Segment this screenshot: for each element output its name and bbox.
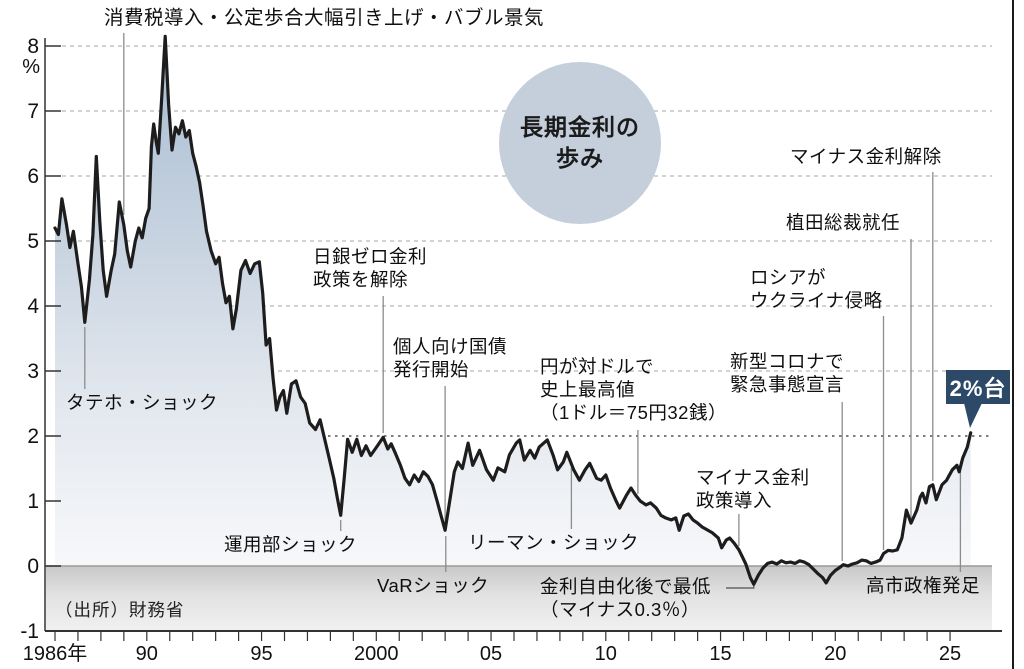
y-axis-label: 0: [27, 555, 39, 578]
y-axis-label: 6: [27, 165, 39, 188]
x-axis-label: 25: [939, 643, 961, 665]
chart-title-circle: 長期金利の 歩み: [499, 62, 661, 224]
annotation-tateho: タテホ・ショック: [66, 392, 219, 413]
annotation-russia-ukraine: ロシアが ウクライナ侵略: [750, 267, 883, 311]
y-axis-label: 3: [27, 360, 39, 383]
y-axis-label: 2: [27, 425, 39, 448]
annotation-unyobu: 運用部ショック: [224, 534, 358, 555]
annotation-ueda-governor: 植田総裁就任: [786, 212, 901, 233]
annotation-consumption-tax-note: 消費税導入・公定歩合大幅引き上げ・バブル景気: [104, 7, 545, 29]
x-axis-label: 20: [824, 643, 846, 665]
x-axis-label: 10: [595, 643, 617, 665]
annotation-takaichi-cabinet: 高市政権発足: [866, 575, 981, 596]
annotation-leader-lowest-after-liberalization: [726, 585, 755, 589]
annotation-covid-emergency: 新型コロナで 緊急事態宣言: [730, 351, 845, 395]
x-axis-label: 15: [709, 643, 731, 665]
y-axis-label: 4: [27, 295, 39, 318]
annotation-negative-rate-intro: マイナス金利 政策導入: [696, 467, 810, 511]
y-axis-label: 5: [27, 230, 39, 253]
annotation-lowest-after-liberalization: 金利自由化後で最低 （マイナス0.3％）: [540, 576, 712, 620]
x-axis-label: 1986年: [23, 642, 88, 665]
y-axis-label: 1: [27, 490, 39, 513]
x-axis-label: 90: [136, 643, 158, 665]
y-axis-label: -1: [20, 620, 39, 643]
y-axis-unit-label: %: [22, 56, 40, 78]
current-rate-badge: 2%台: [946, 370, 1010, 428]
x-axis-label: 95: [250, 643, 272, 665]
rate-area: [55, 36, 971, 567]
annotation-lehman: リーマン・ショック: [468, 532, 640, 553]
page-edge-line: [1012, 0, 1014, 669]
annotation-retail-jgb: 個人向け国債 発行開始: [393, 336, 508, 380]
annotation-boj-zero-rate-exit: 日銀ゼロ金利 政策を解除: [313, 246, 428, 290]
annotation-yen-record-high: 円が対ドルで 史上最高値 （1ドル＝75円32銭）: [540, 356, 727, 423]
x-axis-label: 2000: [354, 643, 399, 665]
x-axis-label: 05: [480, 643, 502, 665]
y-axis-label: 7: [27, 100, 39, 123]
annotation-negative-rate-exit: マイナス金利解除: [790, 146, 942, 167]
source-note: （出所）財務省: [55, 600, 185, 620]
below-zero-band: [46, 566, 992, 631]
annotation-var-shock: VaRショック: [377, 575, 490, 596]
y-axis-label: 8: [27, 35, 39, 58]
rate-line: [53, 34, 973, 586]
